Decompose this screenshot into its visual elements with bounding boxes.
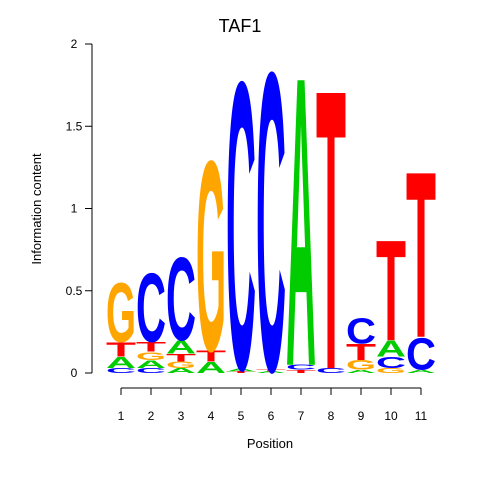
x-tick-label: 6 bbox=[268, 409, 275, 423]
logo-letter-C: C bbox=[226, 0, 256, 455]
logo-letter-C: C bbox=[346, 312, 376, 352]
logo-letter-A: A bbox=[226, 367, 256, 372]
x-axis: 1 2 3 4 5 6 7 8 9 10 11 bbox=[118, 387, 428, 423]
y-tick-label: 1 bbox=[71, 202, 78, 216]
logo-letter-A: A bbox=[106, 354, 136, 372]
logo-letter-A: A bbox=[136, 358, 166, 371]
y-tick-label: 2 bbox=[71, 37, 78, 51]
logo-letter-A: A bbox=[376, 337, 406, 362]
x-tick-label: 2 bbox=[148, 409, 155, 423]
x-tick-label: 4 bbox=[208, 409, 215, 423]
y-axis-label: Information content bbox=[29, 153, 44, 265]
logo-letter-C: C bbox=[166, 232, 196, 365]
logo-letter-T: T bbox=[346, 340, 376, 366]
logo-letter-C: C bbox=[316, 367, 346, 375]
logo-letter-G: G bbox=[166, 360, 196, 370]
logo-letter-T: T bbox=[376, 210, 406, 371]
logo-letter-C: C bbox=[136, 367, 166, 375]
logo-letter-A: A bbox=[166, 337, 196, 358]
logo-letter-T: T bbox=[196, 347, 226, 365]
logo-letter-A: A bbox=[166, 367, 196, 375]
x-tick-label: 8 bbox=[328, 409, 335, 423]
logo-letter-A: A bbox=[406, 369, 436, 374]
logo-letter-T: T bbox=[106, 338, 136, 361]
logo-letter-C: C bbox=[376, 354, 406, 372]
y-axis: 0 0.5 1 1.5 2 bbox=[66, 37, 93, 380]
logo-letter-G: G bbox=[106, 266, 136, 360]
x-tick-label: 1 bbox=[118, 409, 125, 423]
y-tick-label: 0 bbox=[71, 366, 78, 380]
logo-letter-A: A bbox=[346, 369, 376, 374]
y-tick-label: 1.5 bbox=[66, 119, 83, 133]
logo-letter-T: T bbox=[406, 124, 436, 389]
logo-letter-T: T bbox=[226, 371, 256, 373]
logo-letter-C: C bbox=[406, 329, 436, 380]
x-tick-label: 7 bbox=[298, 409, 305, 423]
logo-letter-T: T bbox=[256, 369, 286, 371]
x-tick-label: 5 bbox=[238, 409, 245, 423]
logo-letter-C: C bbox=[106, 367, 136, 375]
logo-letter-A: A bbox=[286, 0, 316, 453]
y-tick-label: 0.5 bbox=[66, 284, 83, 298]
logo-letter-A: A bbox=[196, 359, 226, 377]
logo-letter-G: G bbox=[376, 367, 406, 375]
logo-letter-C: C bbox=[256, 0, 286, 461]
x-tick-label: 9 bbox=[358, 409, 365, 423]
logo-letter-T: T bbox=[166, 351, 196, 364]
logo-letter-C: C bbox=[286, 364, 316, 372]
x-tick-label: 3 bbox=[178, 409, 185, 423]
x-axis-label: Position bbox=[247, 436, 293, 451]
logo-letter-A: A bbox=[256, 371, 286, 374]
logo-letter-T: T bbox=[136, 339, 166, 355]
x-tick-label: 10 bbox=[384, 409, 398, 423]
logo-letter-C: C bbox=[136, 253, 166, 362]
chart-title: TAF1 bbox=[219, 16, 262, 36]
logo-letter-T: T bbox=[316, 7, 346, 453]
logo-letter-G: G bbox=[346, 358, 376, 373]
x-tick-label: 11 bbox=[415, 409, 428, 423]
logo-letter-G: G bbox=[136, 350, 166, 363]
logo-letter-T: T bbox=[286, 369, 316, 374]
logo-letter-G: G bbox=[196, 105, 226, 409]
